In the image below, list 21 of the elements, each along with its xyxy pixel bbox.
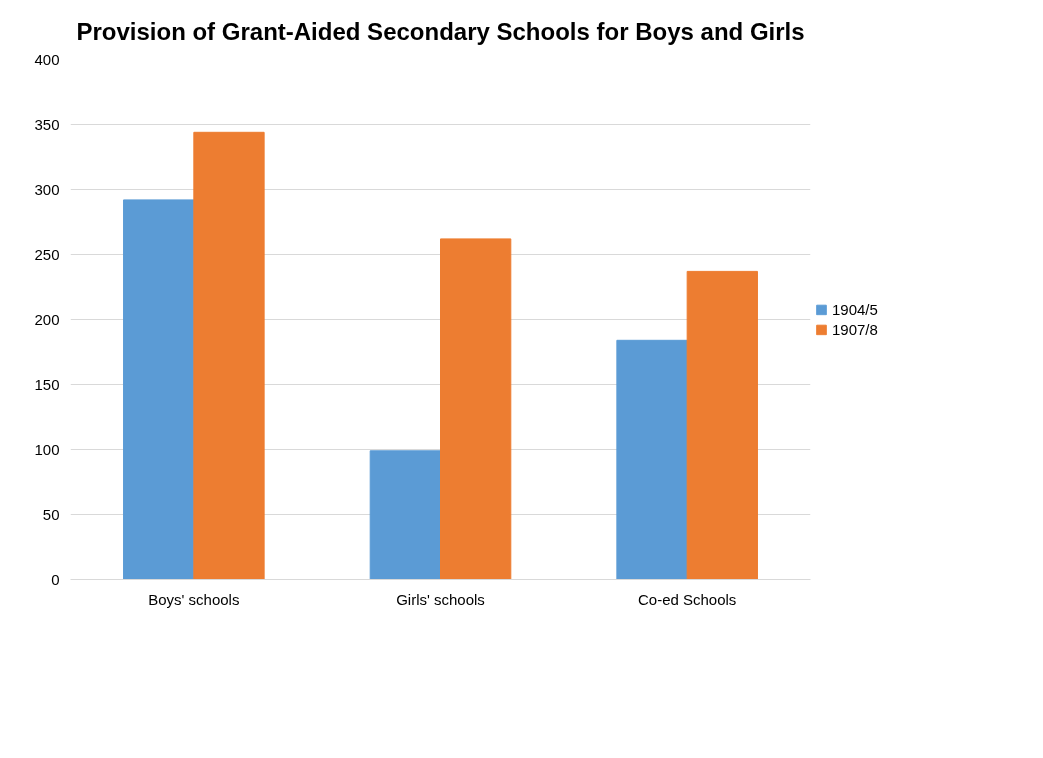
chart-title: Provision of Grant-Aided Secondary Schools for Boys and Girls <box>76 17 805 45</box>
bar <box>193 131 265 580</box>
x-tick-label: Boys' schools <box>148 590 240 608</box>
bar <box>616 339 688 580</box>
y-tick-label: 50 <box>42 505 60 523</box>
y-tick-label: 400 <box>34 50 60 68</box>
y-tick-label: 0 <box>51 570 60 588</box>
legend-label: 1904/5 <box>832 300 878 318</box>
x-tick-label: Co-ed Schools <box>637 590 737 608</box>
y-tick-label: 250 <box>34 245 60 263</box>
bar <box>440 238 512 580</box>
y-tick-label: 350 <box>34 115 60 133</box>
y-tick-label: 300 <box>34 180 60 198</box>
bar <box>369 450 441 580</box>
legend-label: 1907/8 <box>832 320 878 338</box>
bar <box>123 199 195 580</box>
y-tick-label: 150 <box>34 375 60 393</box>
y-tick-label: 100 <box>34 440 60 458</box>
x-tick-label: Girls' schools <box>396 590 485 608</box>
y-tick-label: 200 <box>34 310 60 328</box>
bar <box>686 270 758 580</box>
